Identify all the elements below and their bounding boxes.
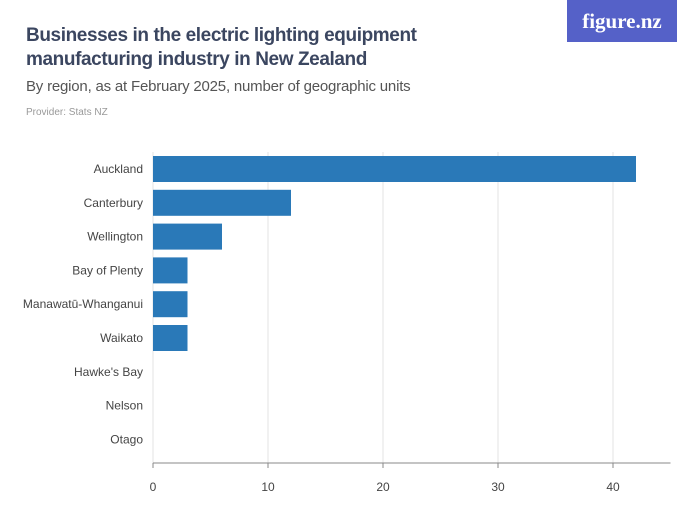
chart-title: Businesses in the electric lighting equi… [26, 25, 417, 70]
bar-canterbury [153, 189, 291, 216]
category-label: Waikato [100, 331, 143, 345]
bar-waikato [153, 325, 188, 351]
bar-manawat-whanganui [153, 291, 188, 318]
figure-nz-logo[interactable]: figure.nz [567, 0, 677, 42]
x-tick-label: 30 [491, 480, 505, 494]
x-tick-label: 40 [606, 480, 620, 494]
bar-wellington [153, 223, 222, 250]
category-label: Auckland [94, 162, 143, 176]
category-label: Manawatū-Whanganui [23, 297, 143, 311]
category-label: Canterbury [84, 196, 143, 210]
bar-auckland [153, 156, 636, 182]
category-label: Nelson [106, 399, 143, 413]
x-tick-label: 20 [376, 480, 390, 494]
provider-text: Provider: Stats NZ [26, 107, 108, 118]
bar-bay-of-plenty [153, 257, 188, 284]
category-label: Wellington [87, 230, 143, 244]
category-label: Bay of Plenty [72, 263, 143, 277]
x-tick-label: 10 [261, 480, 275, 494]
x-tick-label: 0 [150, 480, 157, 494]
category-label: Hawke's Bay [74, 365, 143, 379]
chart-subtitle: By region, as at February 2025, number o… [26, 78, 411, 95]
category-label: Otago [110, 432, 143, 446]
